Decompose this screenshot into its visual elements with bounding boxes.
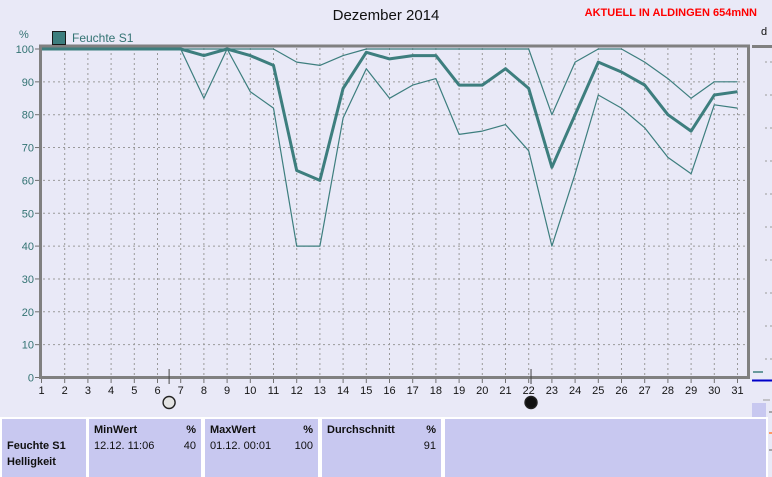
- svg-text:1: 1: [38, 385, 44, 397]
- table-minwert-cell: MinWert % 12.12. 11:06 40: [89, 419, 201, 477]
- svg-text:3: 3: [85, 385, 91, 397]
- svg-text:14: 14: [337, 385, 349, 397]
- legend: Feuchte S1: [52, 31, 133, 45]
- svg-text:27: 27: [639, 385, 651, 397]
- page-title: Dezember 2014: [332, 7, 440, 24]
- side-panel-strip: [752, 45, 772, 458]
- series-mean-line: [41, 47, 738, 182]
- svg-text:30: 30: [22, 274, 34, 286]
- svg-text:5: 5: [131, 385, 137, 397]
- svg-text:22: 22: [523, 385, 535, 397]
- maxwert-unit: %: [303, 424, 313, 436]
- maxwert-datetime: 01.12. 00:01: [210, 440, 272, 452]
- svg-text:13: 13: [314, 385, 326, 397]
- table-empty-cell: [445, 419, 766, 477]
- svg-text:20: 20: [476, 385, 488, 397]
- svg-text:20: 20: [22, 307, 34, 319]
- maxwert-value: 100: [294, 440, 313, 452]
- svg-text:6: 6: [154, 385, 160, 397]
- svg-text:31: 31: [731, 385, 743, 397]
- svg-text:90: 90: [22, 77, 34, 89]
- legend-label: Feuchte S1: [72, 31, 134, 45]
- svg-text:70: 70: [22, 143, 34, 155]
- svg-text:80: 80: [22, 110, 34, 122]
- table-row-label-cell: Feuchte S1 Helligkeit: [2, 419, 86, 477]
- svg-text:28: 28: [662, 385, 674, 397]
- table-row-label: Feuchte S1: [7, 440, 66, 452]
- durchschnitt-value: 91: [423, 440, 436, 452]
- svg-text:25: 25: [592, 385, 604, 397]
- y-axis-labels: 0 10 20 30 40 50 60 70 80 90 100: [16, 44, 39, 385]
- svg-text:16: 16: [383, 385, 395, 397]
- minwert-datetime: 12.12. 11:06: [94, 440, 155, 452]
- new-moon-icon: [524, 395, 538, 410]
- svg-text:18: 18: [430, 385, 442, 397]
- svg-text:10: 10: [244, 385, 256, 397]
- svg-text:40: 40: [22, 241, 34, 253]
- svg-text:11: 11: [268, 385, 279, 397]
- minwert-header: MinWert: [94, 424, 138, 436]
- summary-table: Feuchte S1 Helligkeit MinWert % 12.12. 1…: [0, 417, 768, 477]
- full-moon-icon: [162, 395, 176, 410]
- svg-text:24: 24: [569, 385, 581, 397]
- svg-text:2: 2: [62, 385, 68, 397]
- durchschnitt-header: Durchschnitt: [327, 424, 395, 436]
- chart-border: [39, 44, 750, 379]
- x-axis-labels: 1 2 3 4 5 6 7 8 9 10 11 12 13 14 15 16 17 18 19 20 21 22 23 24 2…: [38, 379, 744, 397]
- svg-text:17: 17: [407, 385, 419, 397]
- weather-station-window: 0 10 20 30 40 50 60 70 80 90 100 1 2 3 4 5 6 7 8 9 10 11 12 13 1…: [0, 7, 772, 477]
- side-panel-unit-label: d: [761, 26, 768, 38]
- svg-text:4: 4: [108, 385, 114, 397]
- svg-text:7: 7: [178, 385, 184, 397]
- svg-text:0: 0: [28, 373, 34, 385]
- svg-text:12: 12: [291, 385, 303, 397]
- svg-text:9: 9: [224, 385, 230, 397]
- svg-text:29: 29: [685, 385, 697, 397]
- status-label: AKTUELL IN ALDINGEN 654mNN: [584, 7, 757, 19]
- svg-text:15: 15: [360, 385, 372, 397]
- durchschnitt-unit: %: [426, 424, 436, 436]
- svg-text:60: 60: [22, 175, 34, 187]
- minwert-unit: %: [186, 424, 196, 436]
- y-axis-unit-label: %: [19, 29, 29, 41]
- svg-text:50: 50: [22, 208, 34, 220]
- grid-lines: [43, 48, 747, 377]
- svg-text:10: 10: [22, 340, 34, 352]
- svg-text:30: 30: [708, 385, 720, 397]
- svg-text:23: 23: [546, 385, 558, 397]
- svg-text:19: 19: [453, 385, 465, 397]
- legend-color-swatch-icon: [52, 31, 66, 45]
- minwert-value: 40: [183, 440, 196, 452]
- svg-text:8: 8: [201, 385, 207, 397]
- table-maxwert-cell: MaxWert % 01.12. 00:01 100: [205, 419, 318, 477]
- table-durchschnitt-cell: Durchschnitt % 91: [322, 419, 441, 477]
- svg-text:21: 21: [499, 385, 511, 397]
- svg-text:100: 100: [16, 44, 34, 56]
- maxwert-header: MaxWert: [210, 424, 256, 436]
- svg-text:26: 26: [615, 385, 627, 397]
